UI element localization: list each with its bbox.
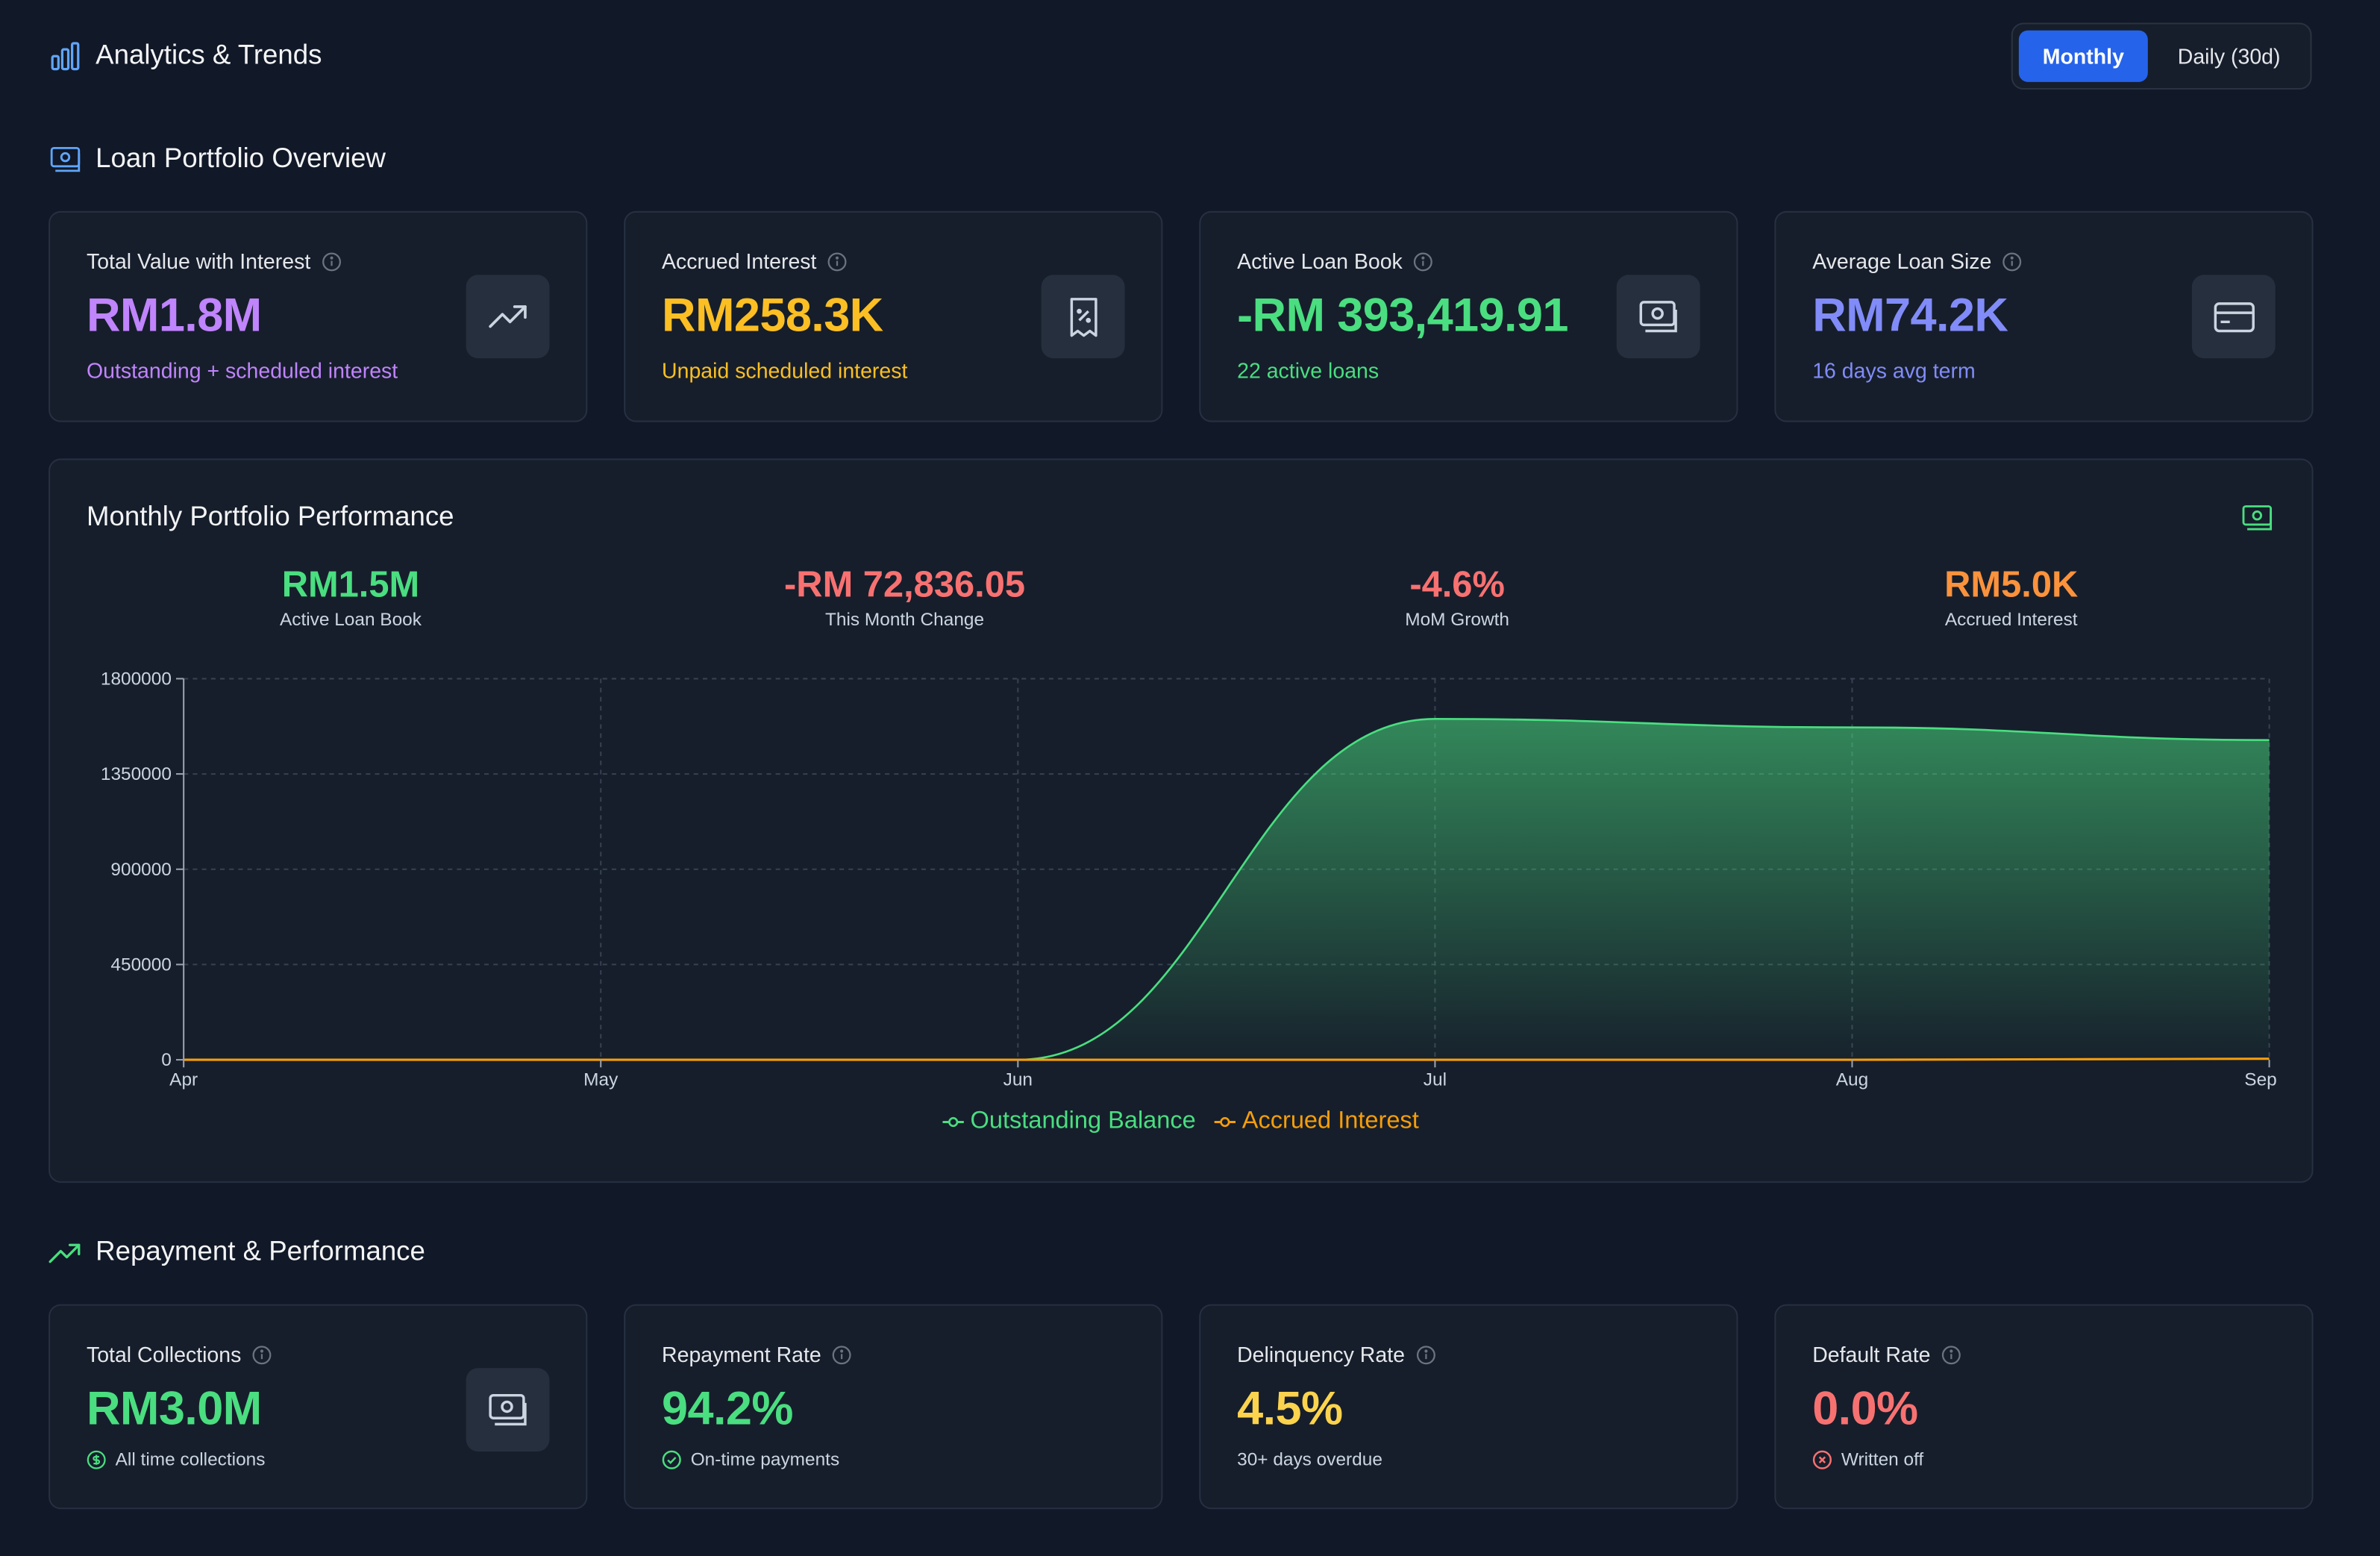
chart-legend: Outstanding Balance Accrued Interest <box>50 1108 2311 1136</box>
card-subtitle: All time collections <box>115 1448 266 1470</box>
repayment-rate-card: Repayment Rate 94.2% On-time payments <box>624 1304 1163 1510</box>
y-tick-label: 1800000 <box>101 669 172 690</box>
card-label: Delinquency Rate <box>1237 1342 1405 1367</box>
banknote-icon <box>50 146 82 173</box>
info-icon[interactable] <box>2002 251 2022 271</box>
monthly-button[interactable]: Monthly <box>2018 30 2148 82</box>
stat-this-month-change: -RM 72,836.05 This Month Change <box>677 563 1132 631</box>
trending-up-icon <box>466 275 550 359</box>
page-title: Analytics & Trends <box>95 39 322 70</box>
series-accrued-line <box>184 1057 2270 1061</box>
x-tick-label: Sep <box>2244 1070 2276 1090</box>
average-loan-size-card: Average Loan Size RM74.2K 16 days avg te… <box>1774 210 2314 422</box>
accrued-interest-card: Accrued Interest RM258.3K Unpaid schedul… <box>624 210 1163 422</box>
banknote-icon <box>2242 504 2276 533</box>
legend-item-accrued[interactable]: Accrued Interest <box>1215 1108 1419 1136</box>
card-subtitle: Unpaid scheduled interest <box>662 358 908 383</box>
card-label: Repayment Rate <box>662 1342 821 1367</box>
info-icon[interactable] <box>322 251 341 271</box>
info-icon[interactable] <box>832 1345 851 1364</box>
receipt-percent-icon <box>1041 275 1125 359</box>
card-value: 0.0% <box>1812 1381 1918 1435</box>
x-tick-label: Aug <box>1836 1070 1868 1090</box>
card-subtitle: 30+ days overdue <box>1237 1448 1382 1470</box>
section-title-repayment: Repayment & Performance <box>95 1236 425 1266</box>
stat-label: Accrued Interest <box>1944 608 2078 631</box>
credit-card-icon <box>2191 275 2276 359</box>
bar-chart-icon <box>50 41 81 72</box>
card-label: Total Value with Interest <box>86 249 311 274</box>
legend-label: Accrued Interest <box>1241 1108 1419 1134</box>
x-tick-label: Apr <box>169 1070 198 1090</box>
y-tick-label: 450000 <box>110 955 171 975</box>
card-subtitle: Outstanding + scheduled interest <box>86 358 398 383</box>
card-label: Active Loan Book <box>1237 249 1403 274</box>
card-value: RM3.0M <box>86 1381 262 1435</box>
card-label: Average Loan Size <box>1812 249 1992 274</box>
stat-value: RM1.5M <box>281 564 420 606</box>
legend-label: Outstanding Balance <box>970 1108 1196 1134</box>
y-tick-label: 1350000 <box>101 764 172 784</box>
card-value: -RM 393,419.91 <box>1237 288 1568 342</box>
banknote-icon <box>466 1368 550 1452</box>
info-icon[interactable] <box>1941 1345 1961 1364</box>
legend-marker-icon <box>1215 1116 1236 1128</box>
stat-mom-growth: -4.6% MoM Growth <box>1230 563 1685 631</box>
stat-value: -RM 72,836.05 <box>784 564 1026 606</box>
card-label: Accrued Interest <box>662 249 817 274</box>
info-icon[interactable] <box>1413 251 1432 271</box>
card-subtitle: 22 active loans <box>1237 358 1380 383</box>
stat-active-loan-book: RM1.5M Active Loan Book <box>123 563 578 631</box>
stat-accrued-interest: RM5.0K Accrued Interest <box>1784 563 2239 631</box>
x-tick-label: May <box>583 1070 619 1090</box>
trending-up-icon <box>48 1240 82 1265</box>
stat-value: -4.6% <box>1409 564 1505 606</box>
card-label: Total Collections <box>86 1342 242 1367</box>
stat-label: MoM Growth <box>1405 608 1509 631</box>
y-tick-label: 900000 <box>110 860 171 880</box>
info-icon[interactable] <box>827 251 847 271</box>
legend-marker-icon <box>942 1116 965 1128</box>
total-collections-card: Total Collections RM3.0M All time collec… <box>48 1304 588 1510</box>
card-subtitle: 16 days avg term <box>1812 358 1976 383</box>
card-value: RM1.8M <box>86 288 262 342</box>
delinquency-rate-card: Delinquency Rate 4.5% 30+ days overdue <box>1199 1304 1738 1510</box>
card-value: RM74.2K <box>1812 288 2008 342</box>
active-loan-book-card: Active Loan Book -RM 393,419.91 22 activ… <box>1199 210 1738 422</box>
card-label: Default Rate <box>1812 1342 1931 1367</box>
info-icon[interactable] <box>252 1345 272 1364</box>
card-subtitle: Written off <box>1841 1448 1924 1470</box>
info-icon[interactable] <box>1415 1345 1435 1364</box>
banknote-icon <box>1616 275 1700 359</box>
dollar-circle-icon <box>87 1449 106 1469</box>
monthly-performance-panel: Monthly Portfolio Performance RM1.5M Act… <box>48 458 2314 1183</box>
panel-title: Monthly Portfolio Performance <box>86 501 454 532</box>
x-tick-label: Jun <box>1003 1070 1033 1090</box>
period-toggle: Monthly Daily (30d) <box>2011 22 2312 90</box>
stat-value: RM5.0K <box>1944 564 2079 606</box>
section-title-overview: Loan Portfolio Overview <box>95 143 386 173</box>
total-value-card: Total Value with Interest RM1.8M Outstan… <box>48 210 588 422</box>
portfolio-area-chart: 0 450000 900000 1350000 1800000 Apr May Jun Jul A… <box>101 669 2277 1090</box>
card-subtitle: On-time payments <box>690 1448 840 1470</box>
stat-label: This Month Change <box>825 608 985 631</box>
x-circle-icon <box>1812 1449 1832 1469</box>
card-value: RM258.3K <box>662 288 883 342</box>
y-tick-label: 0 <box>161 1050 172 1070</box>
stat-label: Active Loan Book <box>279 608 422 631</box>
default-rate-card: Default Rate 0.0% Written off <box>1774 1304 2314 1510</box>
check-circle-icon <box>662 1449 681 1469</box>
legend-item-outstanding[interactable]: Outstanding Balance <box>942 1108 1196 1136</box>
daily-30d-button[interactable]: Daily (30d) <box>2177 44 2281 69</box>
card-value: 4.5% <box>1237 1381 1343 1435</box>
card-value: 94.2% <box>662 1381 793 1435</box>
x-tick-label: Jul <box>1424 1070 1447 1090</box>
